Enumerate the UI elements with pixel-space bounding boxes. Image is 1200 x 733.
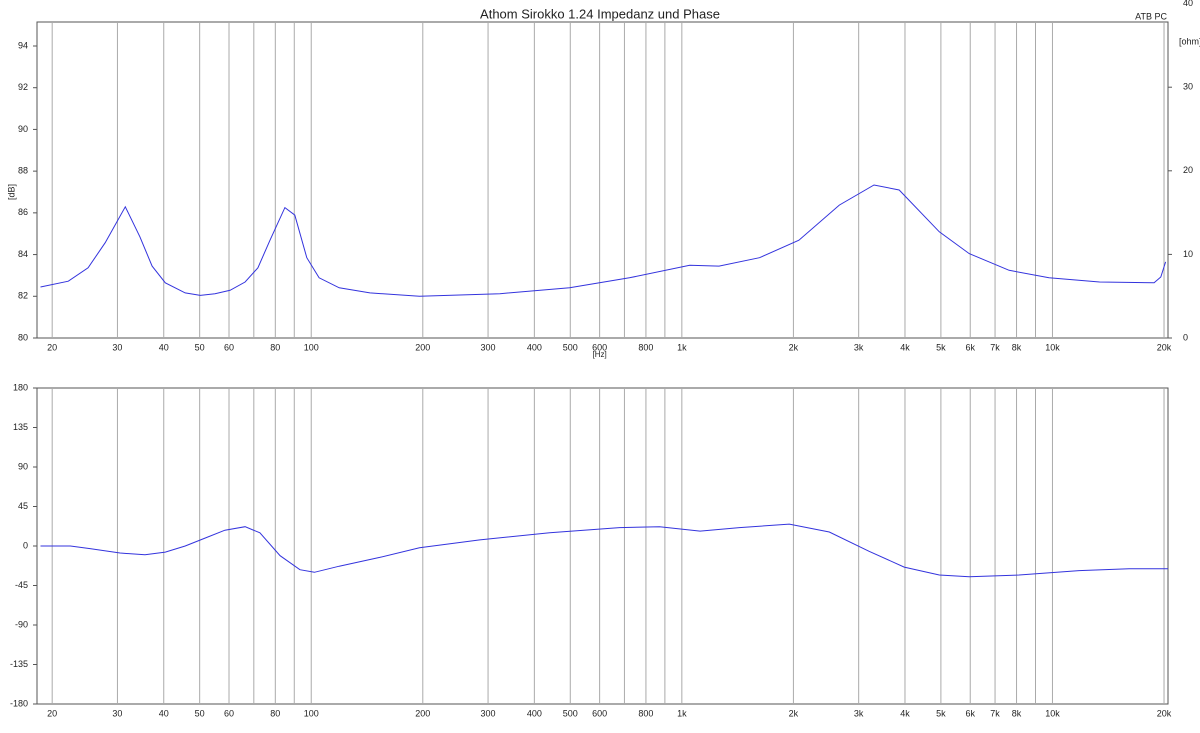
y2-tick-label: 40 <box>1183 0 1193 8</box>
x-tick-label: 50 <box>195 342 205 352</box>
x-tick-label: 5k <box>936 708 946 718</box>
y-tick-label: 90 <box>18 461 28 471</box>
x-tick-label: 6k <box>965 708 975 718</box>
x-tick-label: 5k <box>936 342 946 352</box>
x-tick-label: 40 <box>159 708 169 718</box>
plot-frame <box>36 387 1169 705</box>
x-tick-label: 2k <box>789 342 799 352</box>
y-tick-label: 82 <box>18 291 28 301</box>
y-tick-label: 90 <box>18 124 28 134</box>
x-tick-label: 4k <box>900 342 910 352</box>
x-tick-label: 60 <box>224 708 234 718</box>
x-tick-label: 400 <box>527 708 542 718</box>
x-tick-label: 400 <box>527 342 542 352</box>
y2-tick-label: 20 <box>1183 165 1193 175</box>
x-tick-label: 8k <box>1012 708 1022 718</box>
x-tick-label: 60 <box>224 342 234 352</box>
y-tick-label: 86 <box>18 207 28 217</box>
x-tick-label: 6k <box>965 342 975 352</box>
x-tick-label: 40 <box>159 342 169 352</box>
x-tick-label: 800 <box>638 708 653 718</box>
x-tick-label: 3k <box>854 708 864 718</box>
annotation: ATB PC <box>1135 11 1167 21</box>
x-tick-label: 1k <box>677 708 687 718</box>
y-tick-label: 92 <box>18 82 28 92</box>
x-tick-label: 600 <box>592 342 607 352</box>
y-tick-label: -90 <box>15 619 28 629</box>
y-tick-label: 45 <box>18 501 28 511</box>
y-tick-label: 80 <box>18 332 28 342</box>
x-tick-label: 20k <box>1157 342 1172 352</box>
x-tick-label: 20 <box>47 708 57 718</box>
y2-tick-label: 10 <box>1183 249 1193 259</box>
data-line <box>40 523 1168 578</box>
x-tick-label: 7k <box>990 708 1000 718</box>
x-tick-label: 1k <box>677 342 687 352</box>
y2-axis-label: [ohm] <box>1179 36 1200 46</box>
x-tick-label: 20 <box>47 342 57 352</box>
x-tick-label: 50 <box>195 708 205 718</box>
data-line <box>40 184 1167 297</box>
x-tick-label: 600 <box>592 708 607 718</box>
y2-tick-label: 0 <box>1183 332 1188 342</box>
plot-frame <box>36 21 1169 339</box>
x-tick-label: 3k <box>854 342 864 352</box>
x-tick-label: 300 <box>481 342 496 352</box>
chart-title: Athom Sirokko 1.24 Impedanz und Phase <box>480 6 720 21</box>
x-tick-label: 100 <box>304 342 319 352</box>
x-tick-label: 200 <box>415 708 430 718</box>
y-tick-label: 180 <box>13 382 28 392</box>
y-axis-label: [dB] <box>6 184 16 200</box>
x-tick-label: 500 <box>563 342 578 352</box>
x-tick-label: 10k <box>1045 708 1060 718</box>
x-tick-label: 20k <box>1157 708 1172 718</box>
x-tick-label: 2k <box>789 708 799 718</box>
x-tick-label: 200 <box>415 342 430 352</box>
x-tick-label: 80 <box>270 342 280 352</box>
y-tick-label: -45 <box>15 580 28 590</box>
x-axis-label: [Hz] <box>593 350 607 359</box>
x-tick-label: 80 <box>270 708 280 718</box>
x-tick-label: 800 <box>638 342 653 352</box>
x-tick-label: 30 <box>112 708 122 718</box>
x-tick-label: 500 <box>563 708 578 718</box>
y-tick-label: 94 <box>18 40 28 50</box>
y-tick-label: -180 <box>10 698 28 708</box>
x-tick-label: 7k <box>990 342 1000 352</box>
y-tick-label: -135 <box>10 659 28 669</box>
x-tick-label: 10k <box>1045 342 1060 352</box>
y-tick-label: 135 <box>13 422 28 432</box>
y-tick-label: 84 <box>18 249 28 259</box>
y-tick-label: 88 <box>18 166 28 176</box>
x-tick-label: 30 <box>112 342 122 352</box>
y2-tick-label: 30 <box>1183 82 1193 92</box>
x-tick-label: 4k <box>900 708 910 718</box>
x-tick-label: 100 <box>304 708 319 718</box>
y-tick-label: 0 <box>23 540 28 550</box>
x-tick-label: 300 <box>481 708 496 718</box>
x-tick-label: 8k <box>1012 342 1022 352</box>
